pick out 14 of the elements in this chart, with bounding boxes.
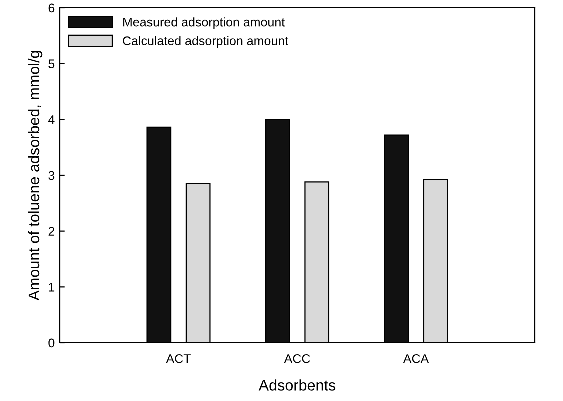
y-axis-title: Amount of toluene adsorbed, mmol/g bbox=[28, 51, 43, 301]
y-tick-label: 5 bbox=[48, 60, 55, 68]
x-tick-label: ACA bbox=[403, 354, 430, 364]
legend-label: Calculated adsorption amount bbox=[123, 36, 288, 48]
y-tick-label: 0 bbox=[48, 338, 55, 348]
x-tick-label: ACC bbox=[284, 354, 310, 364]
y-tick-label: 4 bbox=[48, 116, 55, 124]
legend-label: Measured adsorption amount bbox=[124, 18, 286, 30]
y-tick-label: 2 bbox=[48, 227, 55, 236]
y-tick-label: 6 bbox=[48, 4, 55, 13]
x-axis-title: Adsorbents bbox=[258, 380, 336, 391]
y-tick-label: 1 bbox=[49, 283, 55, 292]
y-tick-label: 3 bbox=[48, 171, 55, 180]
x-tick-label: ACT bbox=[166, 354, 191, 364]
